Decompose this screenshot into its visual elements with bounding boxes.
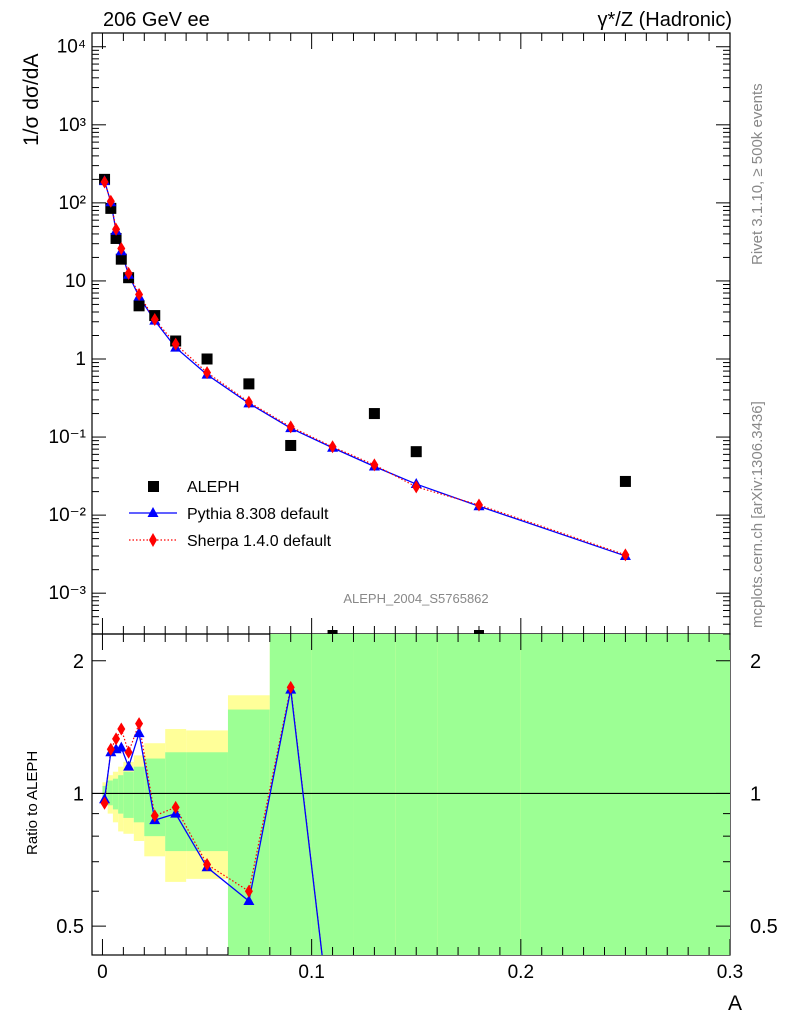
sherpa-ratio-point xyxy=(171,800,180,814)
stat-uncertainty-band xyxy=(520,634,730,955)
x-tick-label: 0 xyxy=(97,962,108,983)
sherpa-ratio-point xyxy=(124,745,133,759)
sherpa-point xyxy=(135,288,144,302)
aleph-data-point xyxy=(243,378,255,390)
ratio-y-tick-label-right: 0.5 xyxy=(750,916,778,938)
sherpa-ratio-point xyxy=(244,884,253,898)
sherpa-point xyxy=(474,498,483,512)
legend-marker-aleph xyxy=(148,481,159,492)
ratio-y-axis-label: Ratio to ALEPH xyxy=(24,751,41,855)
legend-label-pythia: Pythia 8.308 default xyxy=(187,506,329,523)
stat-uncertainty-band xyxy=(133,766,145,823)
aleph-data-point xyxy=(368,408,380,420)
analysis-watermark: ALEPH_2004_S5765862 xyxy=(343,591,488,606)
sherpa-point xyxy=(328,440,337,454)
aleph-data-point xyxy=(133,300,145,312)
aleph-data-point xyxy=(105,202,117,214)
main-y-axis-label: 1/σ dσ/dA xyxy=(20,54,43,146)
aleph-data-point xyxy=(619,475,631,487)
y-tick-label: 10⁴ xyxy=(57,37,86,58)
stat-uncertainty-band xyxy=(123,771,134,818)
pythia-ratio-point xyxy=(243,895,255,906)
aleph-data-point xyxy=(410,446,422,458)
pythia-ratio-point xyxy=(133,727,145,738)
stat-uncertainty-band xyxy=(118,775,124,814)
ratio-uncertainty-bands xyxy=(92,634,730,955)
sherpa-ratio-point xyxy=(150,809,159,823)
legend-marker-sherpa xyxy=(149,533,157,547)
y-tick-label: 10³ xyxy=(59,115,86,136)
stat-uncertainty-band xyxy=(186,752,228,852)
rivet-version-label: Rivet 3.1.10, ≥ 500k events xyxy=(749,83,766,265)
sherpa-ratio-point xyxy=(203,857,212,871)
sherpa-point xyxy=(112,222,121,236)
stat-uncertainty-band xyxy=(437,634,521,955)
pythia-ratio-point xyxy=(115,741,127,752)
aleph-clipped-marker xyxy=(473,630,484,634)
aleph-data-point xyxy=(110,232,122,244)
legend: ALEPH Pythia 8.308 default Sherpa 1.4.0 … xyxy=(129,479,332,550)
sherpa-point xyxy=(286,420,295,434)
legend-label-aleph: ALEPH xyxy=(187,479,239,496)
aleph-clipped-marker xyxy=(327,630,338,634)
pythia-line xyxy=(103,180,626,557)
x-tick-label: 0.1 xyxy=(298,962,324,983)
stat-uncertainty-band xyxy=(353,634,396,955)
mcplots-reference-label: mcplots.cern.ch [arXiv:1306.3436] xyxy=(749,401,766,628)
pythia-ratio-point xyxy=(123,760,135,771)
y-tick-label: 10⁻² xyxy=(49,505,87,526)
ratio-y-tick-label: 1 xyxy=(73,783,84,805)
stat-uncertainty-band xyxy=(144,758,166,837)
sherpa-point xyxy=(412,480,421,494)
ratio-y-tick-label: 0.5 xyxy=(56,916,84,938)
y-tick-label: 10² xyxy=(59,193,86,214)
sherpa-point xyxy=(106,194,115,208)
sherpa-point xyxy=(203,366,212,380)
sherpa-point xyxy=(621,548,630,562)
stat-uncertainty-band xyxy=(227,709,270,955)
sherpa-point xyxy=(124,266,133,280)
sherpa-point xyxy=(370,458,379,472)
ratio-y-tick-label-right: 1 xyxy=(750,783,761,805)
sherpa-ratio-point xyxy=(117,722,126,736)
sherpa-line xyxy=(103,181,626,556)
process-title: γ*/Z (Hadronic) xyxy=(598,9,732,31)
aleph-data-point xyxy=(201,353,213,365)
x-tick-label: 0.2 xyxy=(508,962,534,983)
legend-label-sherpa: Sherpa 1.4.0 default xyxy=(187,533,332,550)
energy-title: 206 GeV ee xyxy=(103,9,210,31)
sherpa-ratio-point xyxy=(112,732,121,746)
sherpa-ratio-point xyxy=(106,742,115,756)
legend-marker-pythia xyxy=(147,507,159,517)
sherpa-point xyxy=(117,242,126,256)
y-tick-label: 10⁻¹ xyxy=(49,427,87,448)
ratio-data-series xyxy=(99,680,323,956)
sherpa-ratio-point xyxy=(286,680,295,694)
main-data-series xyxy=(99,173,631,634)
ratio-axis-ticks: 0.5 0.5 1 1 2 2 0 0.1 0.2 0.3 xyxy=(56,634,778,983)
y-tick-label: 10 xyxy=(65,271,86,292)
y-tick-label: 10⁻³ xyxy=(49,583,87,604)
stat-uncertainty-band xyxy=(395,634,438,955)
aleph-data-point xyxy=(285,439,297,451)
stat-uncertainty-band xyxy=(112,778,119,810)
x-tick-label: 0.3 xyxy=(717,962,743,983)
sherpa-ratio-point xyxy=(135,717,144,731)
sherpa-point xyxy=(100,175,109,189)
ratio-y-tick-label: 2 xyxy=(73,651,84,673)
sherpa-point xyxy=(150,313,159,327)
sherpa-point xyxy=(244,395,253,409)
sherpa-ratio-point xyxy=(100,796,109,810)
x-axis-label: A xyxy=(728,992,742,1015)
sherpa-point xyxy=(171,337,180,351)
y-tick-label: 1 xyxy=(75,349,86,370)
stat-uncertainty-band xyxy=(311,634,354,955)
main-axis-ticks: 10⁻³ 10⁻² 10⁻¹ 1 10 10² 10³ 10⁴ xyxy=(49,33,731,635)
ratio-y-tick-label-right: 2 xyxy=(750,651,761,673)
aleph-data-point xyxy=(115,253,127,265)
